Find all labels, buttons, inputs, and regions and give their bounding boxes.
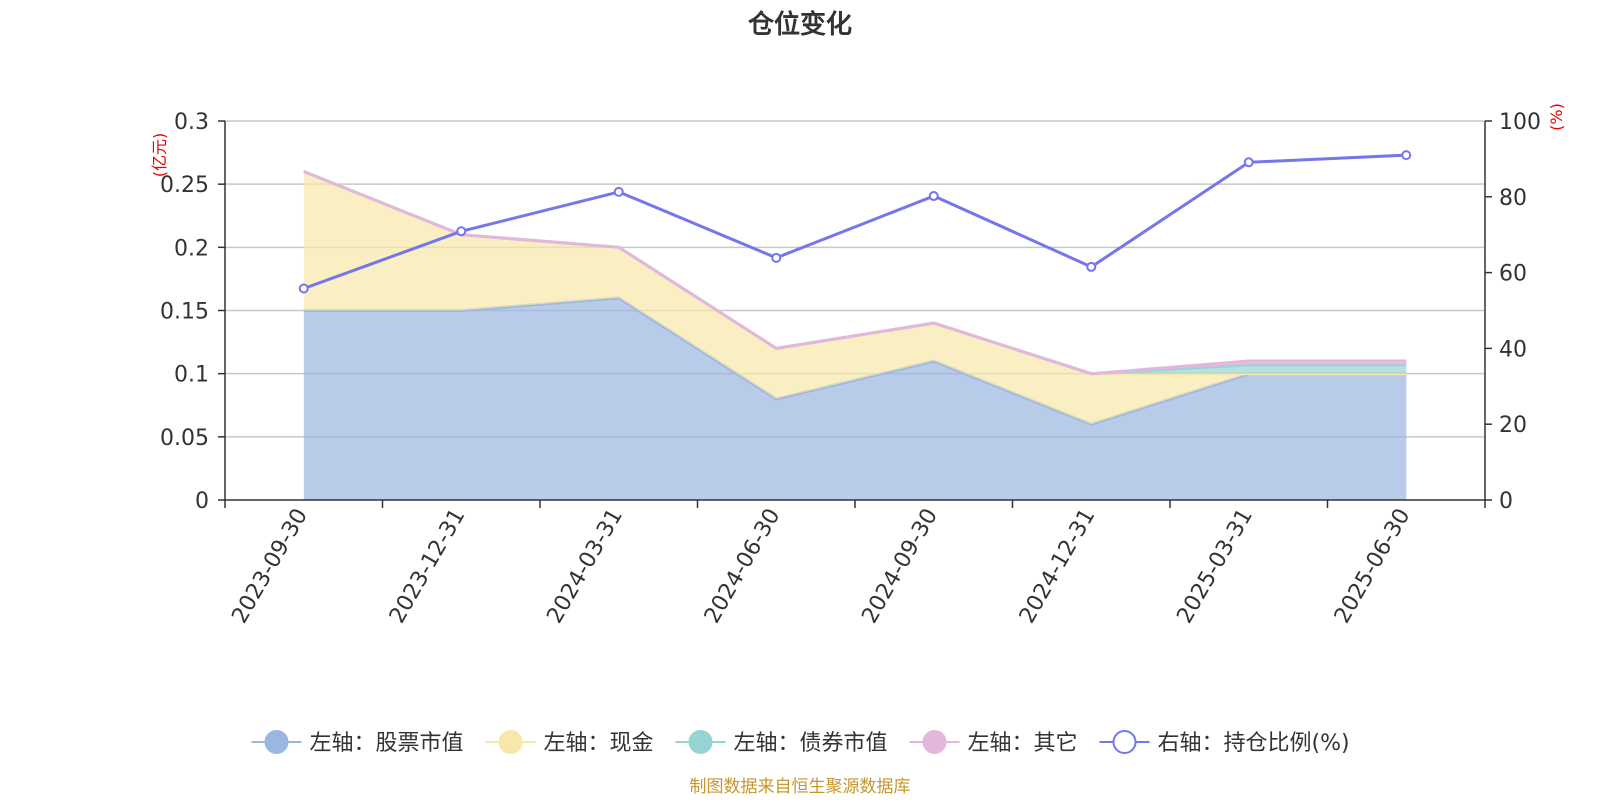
legend-marker-icon (498, 730, 523, 754)
legend-marker-icon (1112, 730, 1137, 754)
left-axis-tick-label: 0.25 (160, 173, 209, 198)
x-axis-tick-label: 2023-12-31 (385, 505, 471, 628)
line-series-layer (298, 150, 1412, 294)
legend-label: 左轴：现金 (544, 731, 654, 756)
legend-label: 左轴：其它 (968, 731, 1078, 756)
legend-label: 左轴：债券市值 (734, 731, 888, 756)
legend-marker-icon (922, 730, 947, 754)
left-axis-tick-label: 0 (195, 489, 209, 514)
holding-ratio-point (771, 252, 782, 263)
x-axis-tick-label: 2023-09-30 (227, 505, 313, 628)
holding-ratio-point (928, 191, 939, 202)
legend-marker-icon (264, 730, 289, 754)
x-axis-tick-label: 2024-12-31 (1015, 505, 1101, 628)
legend-label: 左轴：股票市值 (310, 731, 464, 756)
legend: 左轴：股票市值 左轴：现金 左轴：债券市值 左轴：其它 右轴：持仓比例(%) (251, 730, 1350, 756)
left-axis-tick-label: 0.05 (160, 426, 209, 451)
x-axis-tick-label: 2024-09-30 (857, 505, 943, 628)
right-axis-tick-label: 80 (1499, 186, 1527, 211)
holding-ratio-point (1243, 157, 1254, 168)
right-axis-tick-label: 60 (1499, 262, 1527, 287)
chart-title: 仓位变化 (747, 9, 852, 40)
area-edge-左轴：其它 (303, 170, 1407, 376)
right-axis-tick-label: 40 (1499, 337, 1527, 362)
legend-marker-icon (688, 730, 713, 754)
x-axis-tick-label: 2024-03-31 (542, 505, 628, 628)
x-axis-tick-label: 2024-06-30 (700, 505, 786, 628)
left-axis-tick-label: 0.1 (174, 363, 209, 388)
area-左轴：股票市值 (303, 297, 1407, 500)
holding-ratio-point (1401, 150, 1412, 161)
right-axis-unit: (%) (1547, 103, 1566, 131)
left-axis-unit: (亿元) (150, 133, 169, 178)
left-axis-tick-label: 0.2 (174, 236, 209, 261)
area-series-layer (303, 170, 1407, 500)
holding-ratio-line (303, 153, 1407, 290)
left-axis-tick-label: 0.15 (160, 300, 209, 325)
holding-ratio-point (298, 283, 309, 294)
holding-ratio-point (1086, 261, 1097, 272)
x-axis-tick-label: 2025-06-30 (1330, 505, 1416, 628)
area-左轴：现金 (303, 171, 1407, 425)
legend-label: 右轴：持仓比例(%) (1158, 731, 1350, 756)
right-axis-tick-label: 0 (1499, 489, 1513, 514)
left-axis-tick-label: 0.3 (174, 110, 209, 135)
source-note: 制图数据来自恒生聚源数据库 (690, 777, 911, 797)
x-axis-tick-label: 2025-03-31 (1172, 505, 1258, 628)
holding-ratio-point (613, 186, 624, 197)
right-axis-tick-label: 20 (1499, 413, 1527, 438)
right-axis-tick-label: 100 (1499, 110, 1541, 135)
holding-ratio-point (456, 226, 467, 237)
